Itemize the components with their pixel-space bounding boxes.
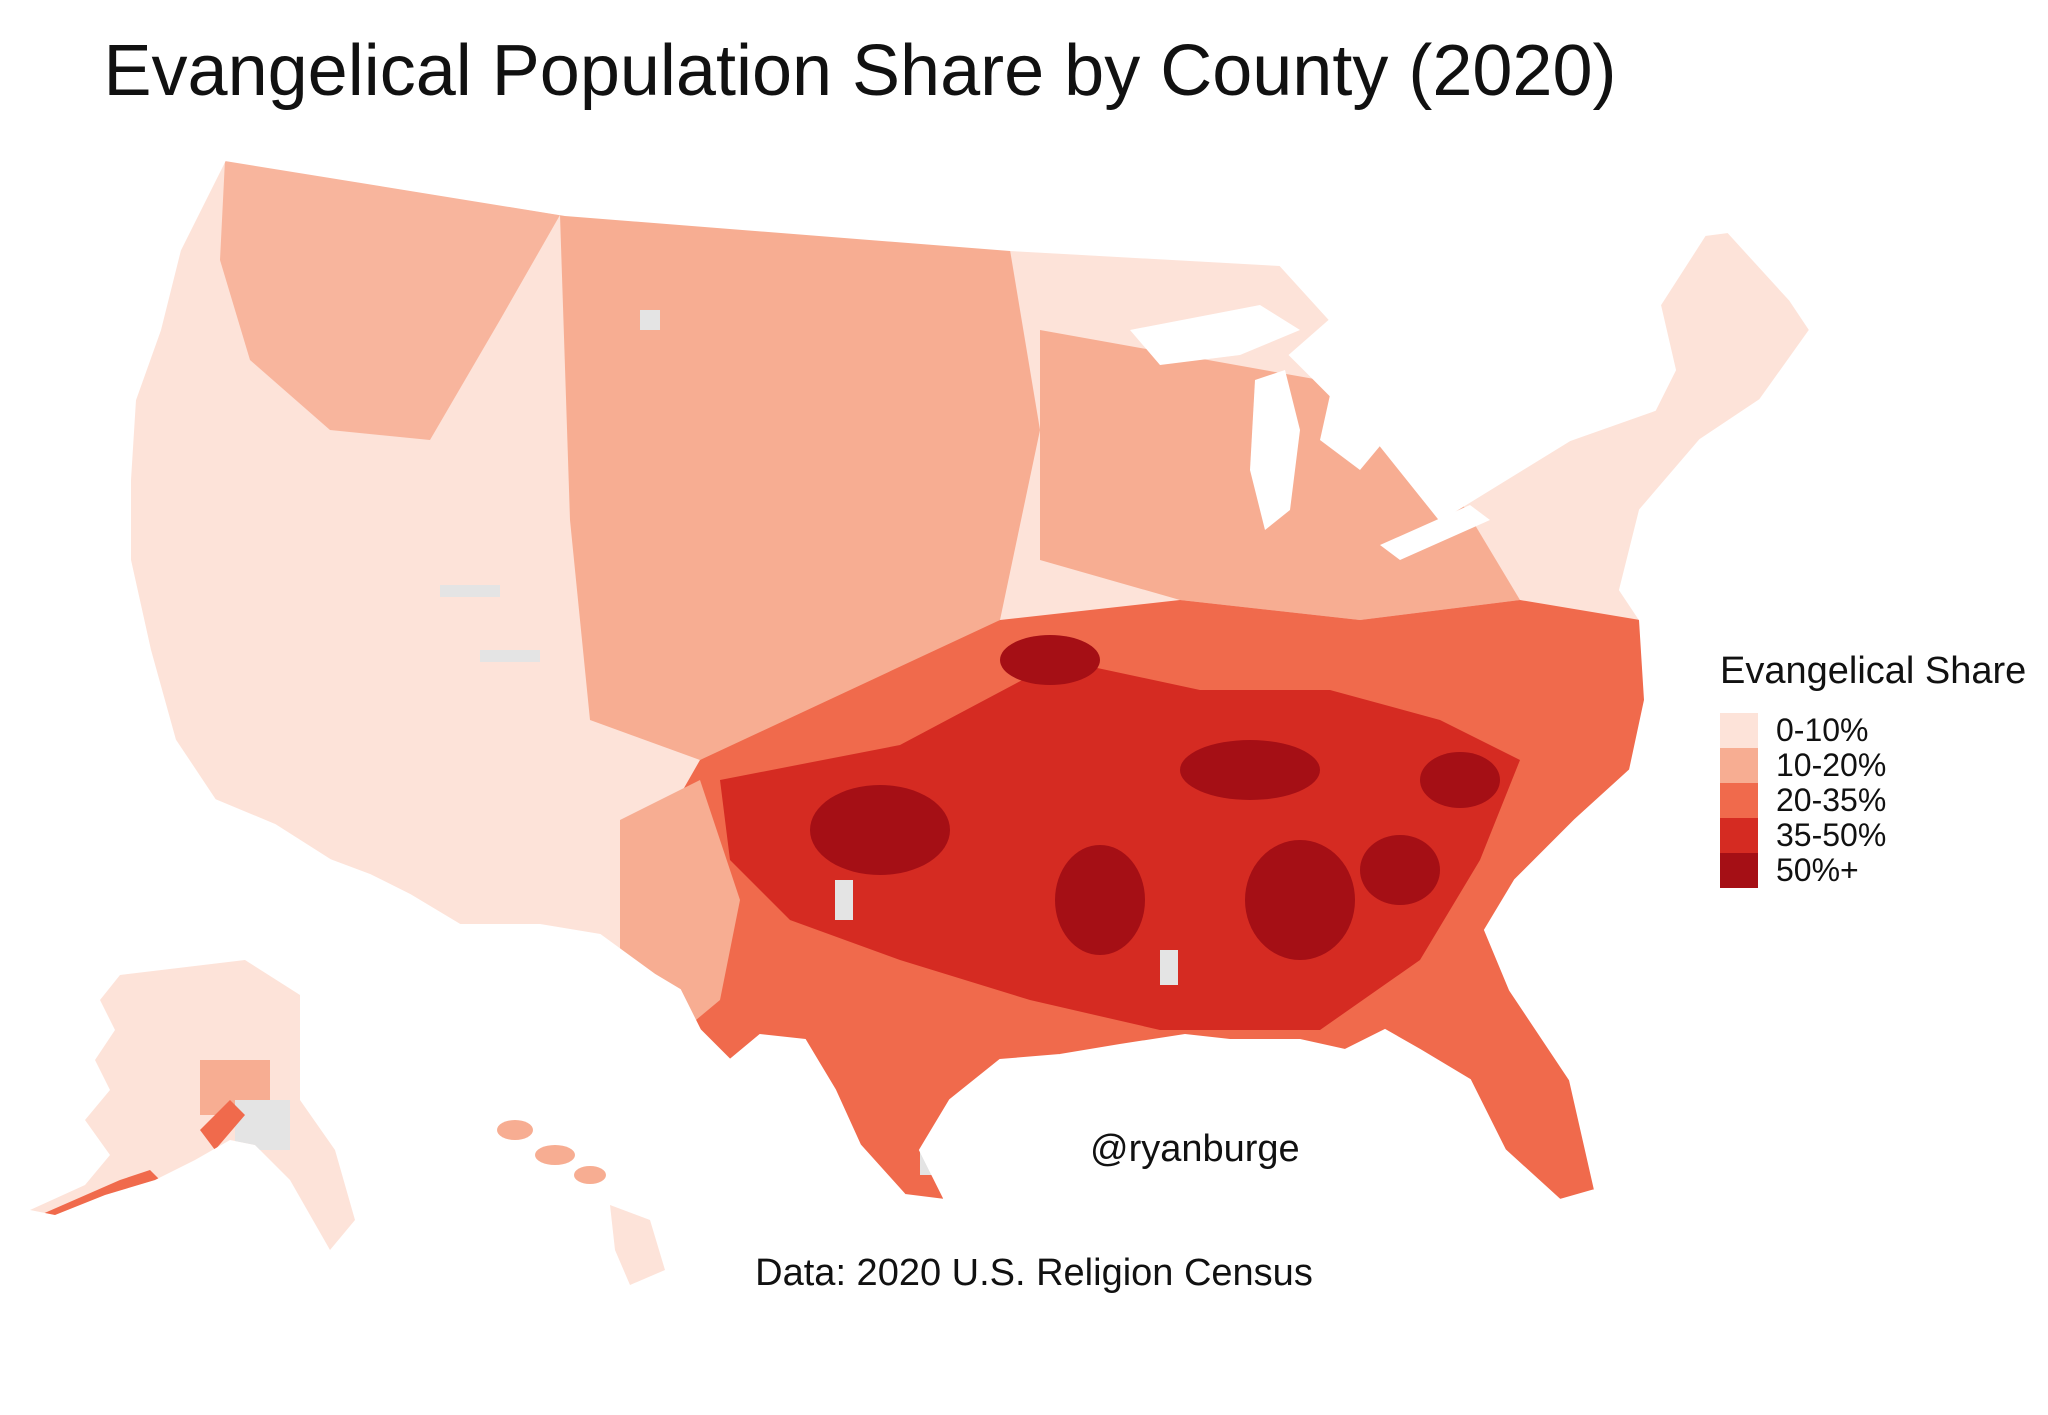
legend-swatch <box>1720 783 1758 818</box>
no-data-county <box>440 585 500 597</box>
no-data-county <box>1160 950 1178 985</box>
legend-item: 50%+ <box>1720 852 2040 888</box>
legend-item: 10-20% <box>1720 747 2040 783</box>
legend-item: 20-35% <box>1720 782 2040 818</box>
legend-swatch <box>1720 818 1758 853</box>
hotspot-missouri <box>1000 635 1100 685</box>
legend-item: 35-50% <box>1720 817 2040 853</box>
hotspot-carolina <box>1420 752 1500 808</box>
legend-label: 50%+ <box>1776 852 1859 888</box>
conus-counties <box>130 160 1810 1200</box>
legend-title: Evangelical Share <box>1720 650 2027 692</box>
legend-label: 10-20% <box>1776 747 1887 783</box>
no-data-county <box>640 310 660 330</box>
no-data-county <box>835 880 853 920</box>
legend-items: 0-10% 10-20% 20-35% 35-50% 50%+ <box>1720 712 2040 888</box>
hotspot-tennessee <box>1180 740 1320 800</box>
legend-swatch <box>1720 713 1758 748</box>
northwest-zone <box>220 160 560 440</box>
hawaii <box>497 1120 665 1285</box>
hotspot-georgia <box>1360 835 1440 905</box>
no-data-county <box>480 650 540 662</box>
hotspot-alabama <box>1245 840 1355 960</box>
florida-zone <box>1400 1040 1595 1200</box>
conus-outline <box>129 158 1812 1202</box>
plains-zone <box>560 215 1040 760</box>
alaska <box>30 960 355 1250</box>
legend-label: 35-50% <box>1776 817 1887 853</box>
chart-title: Evangelical Population Share by County (… <box>103 31 1617 111</box>
legend-label: 0-10% <box>1776 712 1869 748</box>
northeast-zone <box>1560 240 1810 560</box>
great-lakes <box>1130 305 1490 560</box>
hotspot-arkansas-ms <box>1055 845 1145 955</box>
legend: Evangelical Share 0-10% 10-20% 20-35% 35… <box>1720 650 2040 888</box>
data-source: Data: 2020 U.S. Religion Census <box>755 1252 1313 1294</box>
legend-label: 20-35% <box>1776 782 1887 818</box>
hotspot-oklahoma <box>810 785 950 875</box>
legend-item: 0-10% <box>1720 712 2040 748</box>
author-credit: @ryanburge <box>1090 1128 1300 1170</box>
legend-swatch <box>1720 748 1758 783</box>
legend-swatch <box>1720 853 1758 888</box>
